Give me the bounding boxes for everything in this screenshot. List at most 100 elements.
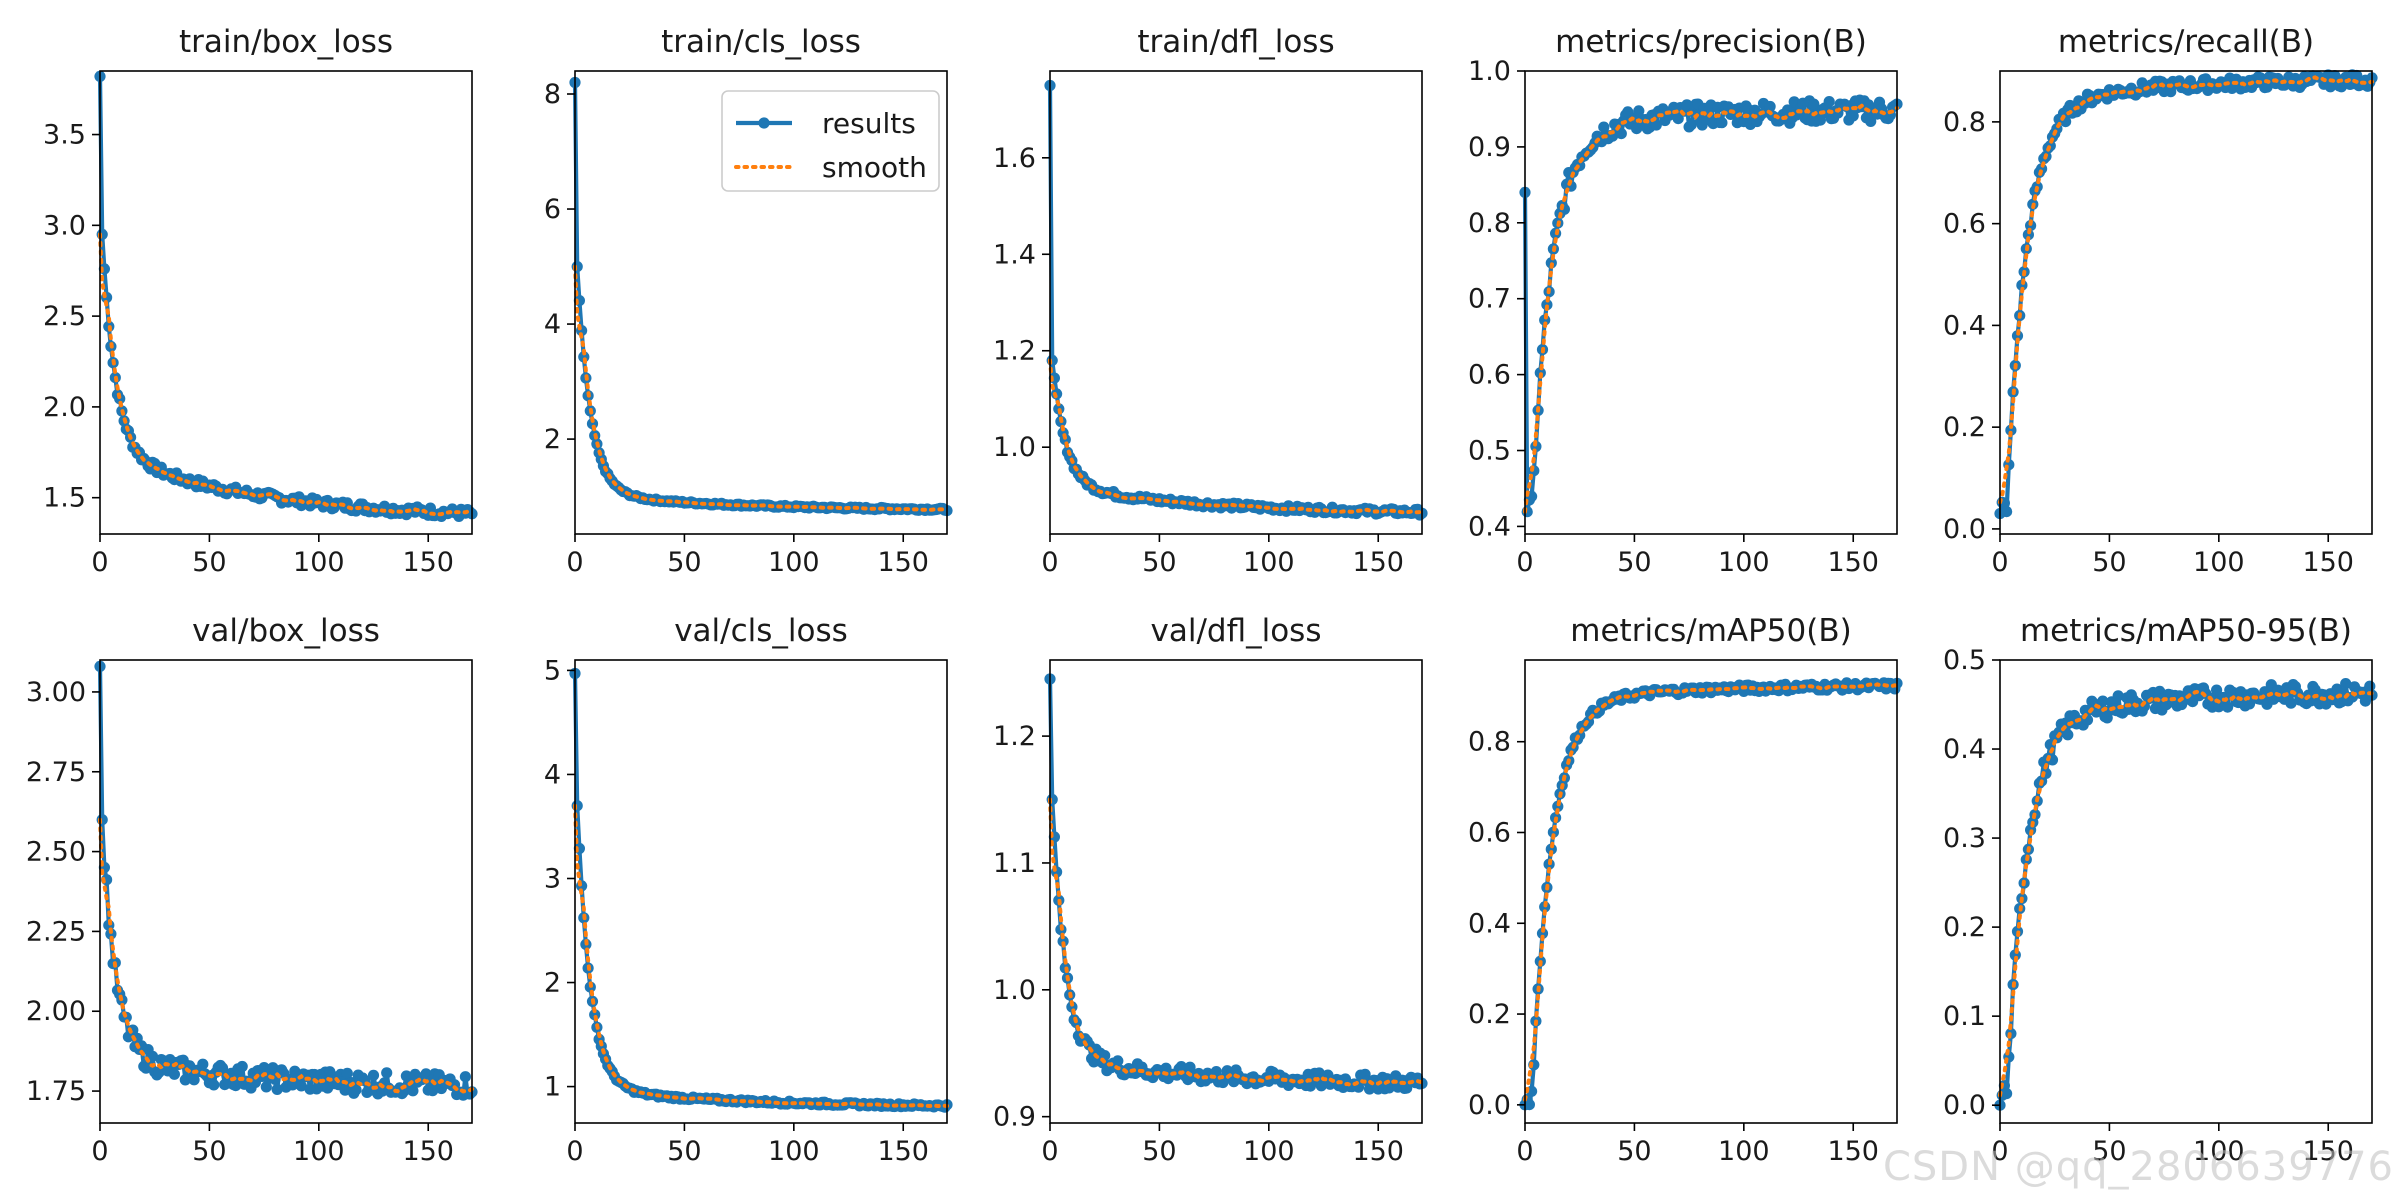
y-tick-label: 2 [544, 424, 561, 455]
y-tick-label: 1.2 [993, 336, 1036, 367]
y-tick-label: 0.8 [1468, 727, 1511, 758]
y-tick-label: 0.9 [993, 1102, 1036, 1133]
results-point [1536, 927, 1549, 940]
x-tick-label: 150 [2302, 1136, 2354, 1167]
y-tick-label: 0.4 [1468, 908, 1511, 939]
subplot-title: metrics/recall(B) [2058, 24, 2314, 60]
results-point [2211, 684, 2223, 696]
results-point [1523, 1099, 1535, 1111]
x-tick-label: 0 [566, 1136, 583, 1167]
results-series-line [1997, 681, 2375, 1106]
smooth-series-line [1998, 689, 2374, 1098]
plot-frame [1524, 70, 1898, 535]
x-tick-label: 50 [1617, 547, 1651, 578]
y-tick-label: 0.6 [1468, 360, 1511, 391]
results-point [2285, 697, 2297, 709]
x-tick-label: 100 [1718, 547, 1770, 578]
results-point [1681, 99, 1693, 111]
x-tick-label: 50 [1142, 547, 1176, 578]
plot-frame [1049, 70, 1423, 535]
y-tick-label: 1.6 [993, 143, 1036, 174]
results-point [287, 1079, 299, 1091]
results-series-line [1047, 678, 1423, 1092]
y-tick-label: 0.4 [1468, 511, 1511, 542]
subplot-title: val/box_loss [192, 613, 380, 649]
y-tick-label: 0.9 [1468, 132, 1511, 163]
results-point [153, 1066, 165, 1078]
x-tick-label: 150 [1827, 1136, 1879, 1167]
x-tick-label: 0 [91, 1136, 108, 1167]
x-tick-label: 50 [192, 547, 226, 578]
x-tick-label: 100 [293, 1136, 345, 1167]
legend-box [721, 90, 940, 192]
x-tick-label: 100 [1718, 1136, 1770, 1167]
y-tick-label: 2.75 [26, 757, 86, 788]
x-tick-label: 50 [1617, 1136, 1651, 1167]
results-point [188, 1074, 200, 1086]
y-tick-label: 0.4 [1943, 734, 1986, 765]
plot-frame [574, 659, 948, 1124]
results-point [367, 1069, 380, 1081]
y-tick-label: 0.2 [1943, 912, 1986, 943]
subplot-title: metrics/mAP50-95(B) [2020, 613, 2352, 649]
results-point [146, 1050, 159, 1062]
y-tick-label: 3.5 [43, 120, 86, 151]
subplot-train-box-loss: train/box_loss 0 50 100 150 1.5 2.0 2.5 3.0 3.5 [43, 24, 478, 578]
results-point [1615, 128, 1627, 140]
subplot-train-dfl-loss: train/dfl_loss 0 50 100 150 1.0 1.2 1.4 1.6 [993, 24, 1428, 578]
results-point [2112, 690, 2124, 702]
results-point [208, 1079, 220, 1091]
subplot-val-box-loss: val/box_loss 0 50 100 150 1.75 2.00 2.25 2.50 2.7… [26, 613, 478, 1167]
smooth-series-line [98, 232, 474, 517]
results-point [2062, 729, 2074, 741]
y-tick-label: 8 [544, 79, 561, 110]
results-point [295, 1080, 307, 1092]
y-tick-label: 3.00 [26, 677, 86, 708]
y-tick-label: 0.4 [1943, 310, 1986, 341]
x-tick-label: 0 [1516, 547, 1533, 578]
smooth-series-line [1048, 358, 1424, 515]
results-point [1650, 119, 1662, 131]
y-tick-label: 0.1 [1943, 1001, 1986, 1032]
subplot-val-dfl-loss: val/dfl_loss 0 50 100 150 0.9 1.0 1.1 1.2 [993, 613, 1428, 1167]
results-point [1598, 121, 1610, 133]
plot-frame [99, 659, 473, 1124]
y-tick-label: 2.0 [43, 392, 86, 423]
x-tick-label: 100 [1243, 1136, 1295, 1167]
plot-frame [574, 70, 948, 535]
y-tick-label: 6 [544, 194, 561, 225]
subplot-title: train/cls_loss [661, 24, 861, 60]
results-point [1764, 100, 1776, 113]
smooth-series-line [1523, 682, 1899, 1102]
results-point [350, 1084, 362, 1096]
y-tick-label: 1 [544, 1072, 561, 1103]
results-point [2011, 330, 2024, 342]
y-tick-label: 2 [544, 968, 561, 999]
results-point [197, 1058, 209, 1070]
results-series-line [97, 666, 474, 1098]
x-tick-label: 150 [2302, 547, 2354, 578]
x-tick-label: 100 [768, 1136, 820, 1167]
smooth-series-line [1523, 102, 1899, 514]
subplot-title: train/box_loss [179, 24, 393, 60]
y-tick-label: 2.25 [26, 916, 86, 947]
plot-frame [1524, 659, 1898, 1124]
results-point [1210, 1066, 1222, 1078]
smooth-series-line [98, 817, 474, 1094]
results-series-line [1047, 85, 1424, 518]
legend-results-marker [758, 117, 770, 129]
y-tick-label: 4 [544, 759, 561, 790]
x-tick-label: 0 [566, 547, 583, 578]
y-tick-label: 1.4 [993, 239, 1036, 270]
results-point [2351, 69, 2363, 82]
x-tick-label: 100 [1243, 547, 1295, 578]
x-tick-label: 150 [1352, 1136, 1404, 1167]
y-tick-label: 0.0 [1943, 514, 1986, 545]
x-tick-label: 150 [877, 1136, 929, 1167]
x-tick-label: 150 [877, 547, 929, 578]
subplot-title: train/dfl_loss [1137, 24, 1334, 60]
subplot-metrics-map50-b-: metrics/mAP50(B) 0 50 100 150 0.0 0.2 0.4 0.6 0.8 [1468, 613, 1903, 1167]
plot-frame [1049, 659, 1423, 1124]
subplot-title: val/dfl_loss [1151, 613, 1322, 649]
y-tick-label: 0.3 [1943, 823, 1986, 854]
